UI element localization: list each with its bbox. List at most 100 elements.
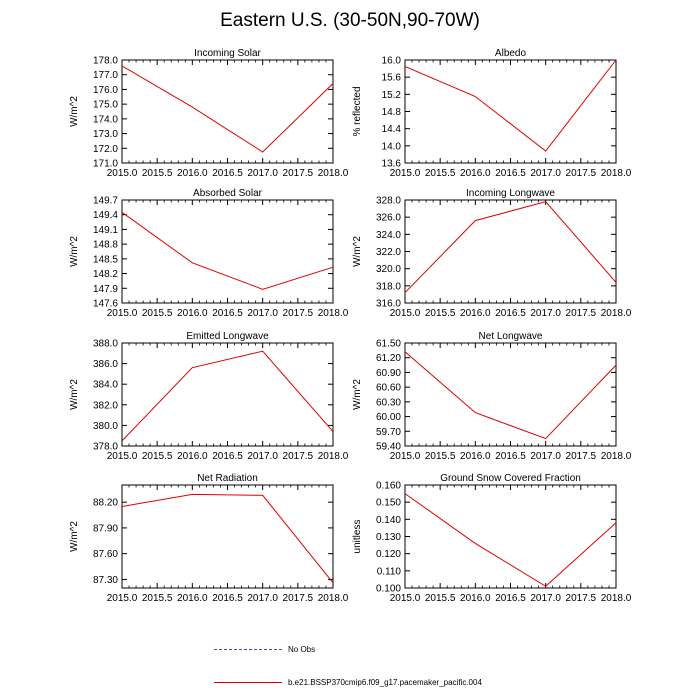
plot-frame [404,59,617,164]
y-tick-label: 322.0 [376,247,401,258]
x-tick-label: 2015.5 [142,451,173,462]
panel-title: Ground Snow Covered Fraction [440,473,581,484]
y-tick-label: 320.0 [376,264,401,275]
y-axis-label: W/m^2 [69,96,80,127]
y-tick-label: 14.4 [382,124,402,135]
series-line [121,211,334,290]
y-axis-label: W/m^2 [69,379,80,410]
x-tick-label: 2016.5 [495,308,526,319]
x-tick-label: 2017.0 [530,308,561,319]
x-tick-label: 2016.5 [212,593,243,604]
y-axis-label: unitless [352,520,363,554]
series-line [404,351,617,440]
legend-no-obs-label: No Obs [288,645,316,654]
panel-incoming-longwave: Incoming Longwave W/m^2 316.0 318.0 320.0 322… [352,188,632,319]
series-line [121,350,334,442]
y-tick-label: 149.7 [93,196,118,207]
y-tick-label: 16.0 [382,56,402,67]
panel-emitted-longwave: Emitted Longwave W/m^2 378.0 380.0 382.0 384.… [69,331,349,462]
x-tick-label: 2017.0 [530,168,561,179]
x-tick-label: 2015.0 [107,308,138,319]
legend-model: b.e21.BSSP370cmip6.f09_g17.pacemaker_pac… [214,678,482,687]
y-tick-label: 15.6 [382,73,402,84]
x-tick-label: 2016.0 [460,168,491,179]
x-tick-label: 2018.0 [601,168,632,179]
y-tick-label: 0.140 [376,515,401,526]
x-tick-label: 2015.5 [425,451,456,462]
x-tick-label: 2017.0 [247,308,278,319]
y-tick-label: 60.30 [376,397,401,408]
x-tick-label: 2015.0 [390,308,421,319]
y-tick-label: 318.0 [376,281,401,292]
x-tick-label: 2015.0 [107,593,138,604]
x-tick-label: 2015.5 [425,593,456,604]
plot-frame [121,484,334,589]
x-tick-label: 2016.5 [495,451,526,462]
y-tick-label: 149.1 [93,225,118,236]
y-tick-label: 148.8 [93,240,118,251]
legend-model-label: b.e21.BSSP370cmip6.f09_g17.pacemaker_pac… [288,678,482,687]
x-tick-label: 2016.0 [460,593,491,604]
panel-title: Incoming Longwave [466,188,555,199]
plot-frame [121,199,334,304]
x-tick-label: 2017.0 [530,451,561,462]
x-tick-label: 2017.5 [566,168,597,179]
y-axis-label: W/m^2 [69,521,80,552]
x-tick-label: 2016.0 [460,308,491,319]
x-tick-label: 2015.5 [142,593,173,604]
y-tick-label: 147.6 [93,299,118,310]
y-axis-label: % reflected [352,86,363,136]
y-tick-label: 60.90 [376,368,401,379]
y-tick-label: 386.0 [93,359,118,370]
plot-frame [121,59,334,164]
y-tick-label: 87.90 [93,523,118,534]
y-tick-label: 61.20 [376,353,401,364]
y-tick-label: 59.70 [376,427,401,438]
x-tick-label: 2018.0 [318,308,349,319]
x-tick-label: 2018.0 [318,593,349,604]
x-tick-label: 2015.5 [142,308,173,319]
y-tick-label: 0.160 [376,481,401,492]
x-tick-label: 2016.5 [212,451,243,462]
x-tick-label: 2015.0 [107,168,138,179]
panel-albedo: Albedo % reflected 13.6 14.0 14.4 14.8 15.2 15.… [352,48,632,179]
panel-title: Net Longwave [479,331,543,342]
legend-solid-swatch [214,682,282,683]
panel-title: Absorbed Solar [193,188,263,199]
y-tick-label: 148.2 [93,269,118,280]
y-tick-label: 178.0 [93,56,118,67]
y-tick-label: 0.130 [376,532,401,543]
plot-frame [121,342,334,447]
x-tick-label: 2015.0 [390,451,421,462]
y-axis-label: W/m^2 [69,236,80,267]
x-tick-label: 2017.0 [247,168,278,179]
panel-absorbed-solar: Absorbed Solar W/m^2 147.6 147.9 148.2 148.5 1… [69,188,349,319]
legend-dashed-swatch [214,649,282,650]
y-tick-label: 174.0 [93,114,118,125]
x-tick-label: 2016.0 [177,593,208,604]
x-tick-label: 2016.5 [212,168,243,179]
y-tick-label: 324.0 [376,230,401,241]
figure-title: Eastern U.S. (30-50N,90-70W) [220,10,480,31]
y-tick-label: 149.4 [93,210,118,221]
x-tick-label: 2017.5 [283,451,314,462]
y-tick-label: 14.0 [382,141,402,152]
y-tick-label: 147.9 [93,284,118,295]
y-tick-label: 148.5 [93,254,118,265]
panel-title: Incoming Solar [194,48,261,59]
x-tick-label: 2017.0 [247,451,278,462]
x-tick-label: 2017.5 [283,308,314,319]
x-tick-label: 2018.0 [318,168,349,179]
y-tick-label: 382.0 [93,400,118,411]
x-tick-label: 2017.0 [530,593,561,604]
y-tick-label: 88.20 [93,498,118,509]
y-axis-label: W/m^2 [352,379,363,410]
x-tick-label: 2017.5 [283,168,314,179]
x-tick-label: 2018.0 [601,451,632,462]
x-tick-label: 2016.5 [495,593,526,604]
y-tick-label: 61.50 [376,339,401,350]
y-tick-label: 176.0 [93,85,118,96]
y-tick-label: 177.0 [93,70,118,81]
y-tick-label: 59.40 [376,442,401,453]
series-line [404,201,617,294]
